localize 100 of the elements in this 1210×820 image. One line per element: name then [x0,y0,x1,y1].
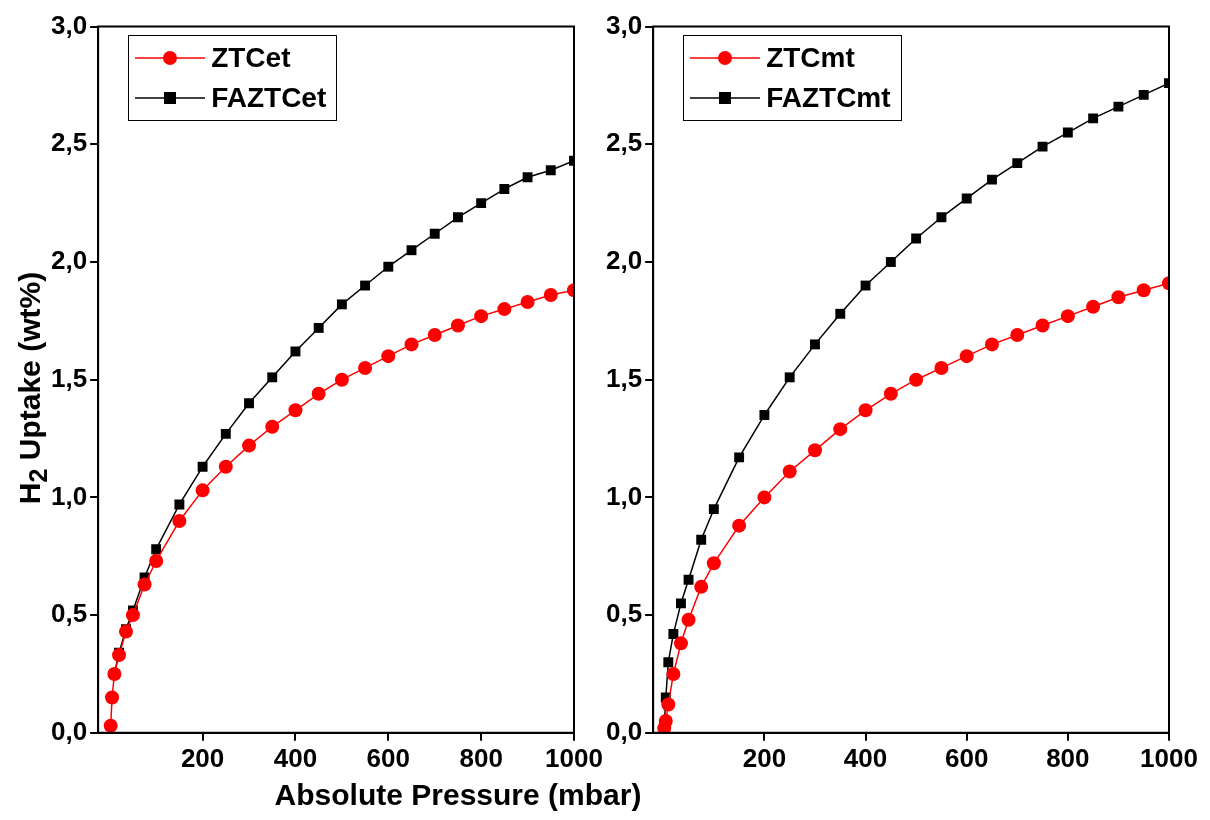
y-tick-label: 2,5 [605,127,643,158]
point [934,360,949,375]
point [732,518,747,533]
point [1060,309,1075,324]
point [112,648,127,663]
point [427,327,442,342]
y-tick-label: 1,5 [605,362,643,393]
point [499,184,510,194]
point [520,295,535,310]
point [522,172,533,183]
y-tick-label: 1,0 [605,480,643,511]
point [706,556,721,571]
y-tick-label: 0,0 [50,715,88,746]
point [358,360,373,375]
point [1136,283,1151,298]
point [666,666,681,681]
point [452,212,463,223]
point [668,628,679,639]
point [360,280,371,291]
point [1086,299,1101,314]
point [961,193,972,204]
point [663,657,674,668]
x-tick-label: 1000 [1140,742,1198,773]
point [909,372,924,387]
x-tick-label: 1000 [545,742,603,773]
x-tick-label: 600 [366,742,410,773]
point [673,636,688,651]
y-tick-label: 1,0 [50,480,88,511]
x-tick-label: 200 [180,742,225,773]
point [1113,101,1124,112]
point [265,419,280,434]
point [1035,318,1050,333]
point [545,165,556,176]
point [810,339,820,350]
point [119,624,133,639]
y-tick-label: 2,5 [50,127,88,158]
point [172,513,187,528]
point [195,483,210,498]
point [149,553,164,568]
x-tick-label: 800 [459,742,503,773]
point [220,428,231,439]
x-axis-title: Absolute Pressure (mbar) [273,778,643,812]
y-tick-label: 3,0 [50,9,88,40]
point [174,499,185,510]
point [959,349,974,364]
point [137,577,152,592]
point [103,718,118,733]
y-tick-label: 2,0 [50,245,88,276]
legend-label: FAZTCet [211,81,327,114]
point [105,690,120,705]
point [267,372,278,383]
point [784,372,795,383]
point [197,461,208,472]
point [833,422,848,437]
legend-label: FAZTCmt [766,81,891,114]
point [406,245,417,256]
point [1111,290,1126,305]
point [987,174,997,185]
point [288,403,303,418]
point [429,228,440,239]
point [696,534,707,545]
point [734,452,745,463]
point [1088,113,1099,124]
y-tick-label: 3,0 [605,9,643,40]
point [450,318,465,333]
legend-label: ZTCmt [766,41,855,74]
point [334,372,349,387]
point [757,490,772,505]
x-tick-label: 400 [843,742,888,773]
point [759,410,770,420]
point [311,386,326,401]
point [681,612,696,627]
point [860,280,871,291]
y-tick-label: 1,5 [50,362,88,393]
point [911,233,922,244]
point [404,337,419,352]
point [543,287,558,302]
point [807,443,822,458]
point [885,257,896,267]
point [313,322,324,333]
y-tick-label: 0,0 [605,715,643,746]
point [984,337,999,352]
point [676,598,686,609]
point [708,504,719,515]
x-tick-label: 200 [742,742,787,773]
point [661,697,676,712]
point [1010,327,1025,342]
y-tick-label: 2,0 [605,245,643,276]
point [218,459,233,474]
y-tick-label: 0,5 [50,598,88,629]
point [1062,127,1073,138]
point [1012,158,1023,169]
point [782,464,797,479]
point [936,212,947,223]
x-tick-label: 400 [273,742,318,773]
point [381,349,396,364]
point [858,403,873,418]
point [1138,89,1149,100]
point [125,608,140,623]
point [1037,141,1048,152]
